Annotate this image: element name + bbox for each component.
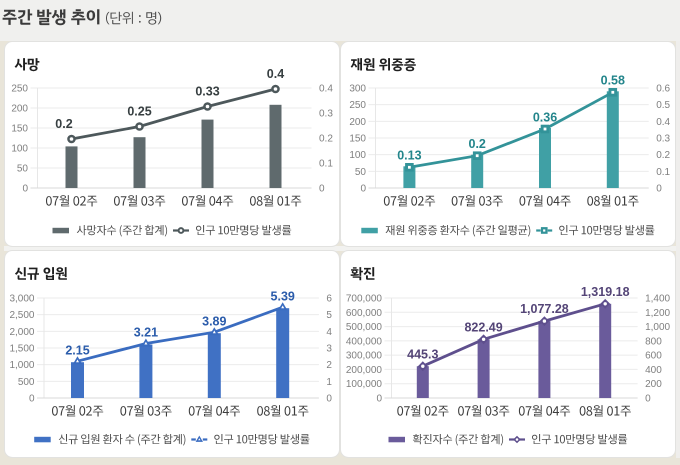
svg-text:50: 50 [355,167,367,178]
svg-text:0.4: 0.4 [267,67,284,81]
svg-text:1,000: 1,000 [9,360,34,371]
svg-text:2,500: 2,500 [9,310,34,321]
svg-text:600: 600 [645,351,662,362]
svg-text:1,200: 1,200 [645,308,670,319]
svg-text:0: 0 [319,184,325,195]
svg-text:0: 0 [656,184,662,195]
svg-text:4: 4 [326,327,332,338]
svg-text:3: 3 [326,344,332,355]
svg-text:5.39: 5.39 [271,289,295,303]
svg-text:100: 100 [11,144,28,155]
svg-text:500,000: 500,000 [346,322,383,333]
svg-text:445.3: 445.3 [407,347,438,361]
svg-text:0.4: 0.4 [656,117,670,128]
svg-text:6: 6 [326,294,332,305]
svg-text:822.49: 822.49 [464,320,502,334]
svg-text:1,077.28: 1,077.28 [520,302,569,316]
svg-text:250: 250 [11,84,28,95]
svg-text:50: 50 [17,164,29,175]
svg-text:0.1: 0.1 [656,167,670,178]
svg-text:0: 0 [645,394,651,405]
svg-text:0: 0 [29,394,35,405]
svg-text:0.36: 0.36 [533,110,557,124]
svg-text:1,319.18: 1,319.18 [581,285,630,299]
svg-text:0.1: 0.1 [319,159,333,170]
svg-text:150: 150 [349,134,366,145]
svg-text:300,000: 300,000 [346,351,383,362]
svg-text:0.33: 0.33 [195,85,219,99]
svg-text:3.89: 3.89 [202,314,226,328]
svg-text:200: 200 [349,117,366,128]
svg-text:300: 300 [349,84,366,95]
svg-text:5: 5 [326,310,332,321]
svg-text:0.2: 0.2 [469,137,486,151]
svg-text:0: 0 [326,394,332,405]
svg-text:100: 100 [349,150,366,161]
svg-text:600,000: 600,000 [346,308,383,319]
svg-text:2,000: 2,000 [9,327,34,338]
svg-text:0: 0 [360,184,366,195]
svg-text:0.3: 0.3 [319,109,333,120]
svg-text:150: 150 [11,124,28,135]
svg-text:1,400: 1,400 [645,294,670,305]
svg-text:0.2: 0.2 [55,117,72,131]
svg-text:3.21: 3.21 [134,326,158,340]
svg-text:2: 2 [326,360,332,371]
svg-text:0.6: 0.6 [656,84,670,95]
svg-text:0.58: 0.58 [601,74,625,88]
svg-text:0.13: 0.13 [397,149,421,163]
svg-text:0.2: 0.2 [656,150,670,161]
svg-text:400,000: 400,000 [346,336,383,347]
svg-text:0.2: 0.2 [319,134,333,145]
svg-text:0.5: 0.5 [656,100,670,111]
svg-text:400: 400 [645,365,662,376]
svg-text:0.3: 0.3 [656,134,670,145]
svg-text:200: 200 [11,104,28,115]
svg-text:1,000: 1,000 [645,322,670,333]
svg-text:200,000: 200,000 [346,365,383,376]
svg-text:0.4: 0.4 [319,84,333,95]
svg-text:1,500: 1,500 [9,344,34,355]
svg-text:100,000: 100,000 [346,379,383,390]
svg-text:0: 0 [376,394,382,405]
svg-text:200: 200 [645,379,662,390]
svg-text:700,000: 700,000 [346,294,383,305]
svg-text:0: 0 [22,184,28,195]
svg-text:250: 250 [349,100,366,111]
svg-text:800: 800 [645,336,662,347]
svg-text:3,000: 3,000 [9,294,34,305]
svg-text:0.25: 0.25 [127,105,151,119]
svg-text:1: 1 [326,377,332,388]
svg-text:500: 500 [18,377,35,388]
svg-text:2.15: 2.15 [65,343,89,357]
